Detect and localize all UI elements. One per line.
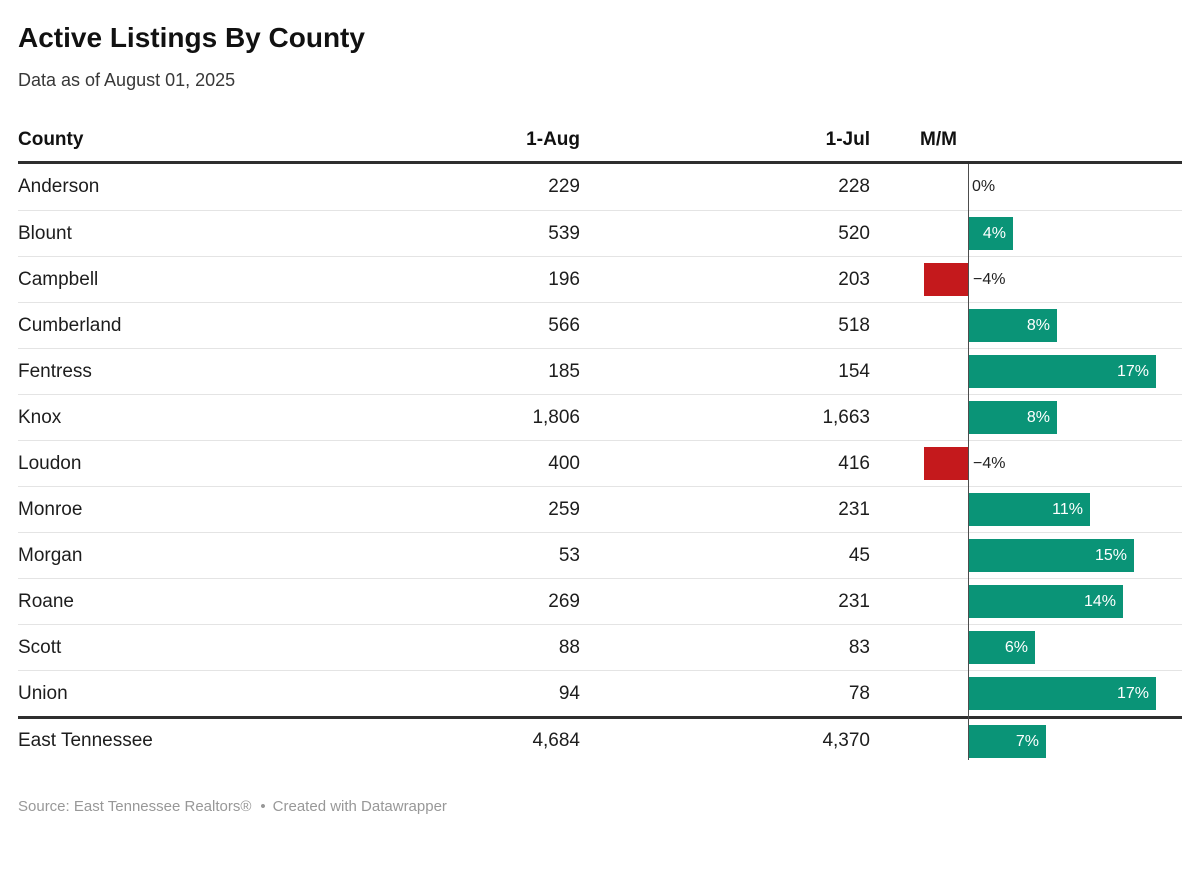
jul-cell: 520	[838, 222, 870, 244]
jul-cell: 228	[838, 176, 870, 197]
mm-bar-positive: 17%	[969, 677, 1156, 710]
mm-bar-positive: 6%	[969, 631, 1035, 664]
mm-bar-negative	[924, 447, 968, 480]
county-cell: East Tennessee	[18, 729, 153, 751]
jul-cell: 78	[848, 682, 870, 704]
mm-bar-positive: 14%	[969, 585, 1123, 618]
col-header-mm: M/M	[920, 129, 957, 150]
aug-cell: 53	[558, 544, 580, 566]
source-text: Source: East Tennessee Realtors®	[18, 798, 252, 815]
footer-separator: •	[260, 798, 266, 815]
jul-cell: 4,370	[822, 729, 870, 751]
table-header-row: County 1-Aug 1-Jul M/M	[18, 129, 1182, 164]
mm-cell: 17%	[870, 349, 1182, 394]
aug-cell: 566	[548, 314, 580, 336]
mm-axis-baseline	[968, 164, 969, 760]
mm-cell: −4%	[870, 257, 1182, 302]
aug-cell: 185	[548, 360, 580, 382]
table-row: East Tennessee 4,684 4,370 7%	[18, 716, 1182, 762]
aug-cell: 4,684	[532, 729, 580, 751]
mm-bar-label: −4%	[973, 270, 1006, 288]
mm-cell: 14%	[870, 579, 1182, 624]
table-row: Cumberland 566 518 8%	[18, 302, 1182, 348]
chart-title: Active Listings By County	[18, 22, 365, 53]
jul-cell: 231	[838, 498, 870, 520]
mm-cell: 8%	[870, 395, 1182, 440]
jul-cell: 416	[838, 452, 870, 474]
jul-cell: 231	[838, 590, 870, 612]
mm-cell: 15%	[870, 533, 1182, 578]
county-cell: Loudon	[18, 452, 82, 474]
county-cell: Knox	[18, 406, 62, 428]
mm-bar-positive: 8%	[969, 309, 1057, 342]
jul-cell: 203	[838, 268, 870, 290]
col-header-county: County	[18, 129, 84, 150]
county-cell: Cumberland	[18, 314, 122, 336]
county-cell: Roane	[18, 590, 74, 612]
county-cell: Scott	[18, 636, 62, 658]
county-cell: Campbell	[18, 268, 99, 290]
county-cell: Blount	[18, 222, 72, 244]
attribution-text: Created with Datawrapper	[272, 798, 447, 815]
mm-cell: 8%	[870, 303, 1182, 348]
mm-cell: 4%	[870, 211, 1182, 256]
table-row: Monroe 259 231 11%	[18, 486, 1182, 532]
mm-bar-positive: 7%	[969, 725, 1046, 758]
mm-cell: 6%	[870, 625, 1182, 670]
jul-cell: 83	[848, 636, 870, 658]
county-cell: Morgan	[18, 544, 83, 566]
mm-cell: 7%	[870, 719, 1182, 762]
aug-cell: 539	[548, 222, 580, 244]
mm-bar-positive: 4%	[969, 217, 1013, 250]
table-row: Roane 269 231 14%	[18, 578, 1182, 624]
table-row: Scott 88 83 6%	[18, 624, 1182, 670]
table-row: Fentress 185 154 17%	[18, 348, 1182, 394]
mm-bar-positive: 11%	[969, 493, 1090, 526]
table-row: Knox 1,806 1,663 8%	[18, 394, 1182, 440]
mm-cell: −4%	[870, 441, 1182, 486]
county-cell: Anderson	[18, 176, 100, 197]
aug-cell: 1,806	[532, 406, 580, 428]
table-row: Loudon 400 416 −4%	[18, 440, 1182, 486]
chart-subtitle: Data as of August 01, 2025	[18, 70, 236, 90]
mm-bar-label: −4%	[973, 454, 1006, 472]
mm-cell: 11%	[870, 487, 1182, 532]
county-cell: Fentress	[18, 360, 92, 382]
mm-bar-label: 0%	[972, 178, 996, 195]
mm-bar-positive: 8%	[969, 401, 1057, 434]
aug-cell: 400	[548, 452, 580, 474]
county-cell: Monroe	[18, 498, 83, 520]
footer: Source: East Tennessee Realtors® • Created…	[18, 798, 1182, 815]
table-row: Campbell 196 203 −4%	[18, 256, 1182, 302]
mm-bar-positive: 15%	[969, 539, 1134, 572]
table-row: Anderson 229 228 0%	[18, 164, 1182, 210]
mm-bar-positive: 17%	[969, 355, 1156, 388]
mm-cell: 17%	[870, 671, 1182, 716]
col-header-aug: 1-Aug	[526, 129, 580, 150]
table-row: Union 94 78 17%	[18, 670, 1182, 716]
mm-cell: 0%	[870, 164, 1182, 210]
listings-table: County 1-Aug 1-Jul M/M Anderson 229 228 …	[18, 129, 1182, 762]
aug-cell: 196	[548, 268, 580, 290]
jul-cell: 1,663	[822, 406, 870, 428]
aug-cell: 94	[558, 682, 580, 704]
table-row: Morgan 53 45 15%	[18, 532, 1182, 578]
col-header-jul: 1-Jul	[825, 129, 870, 150]
aug-cell: 259	[548, 498, 580, 520]
aug-cell: 269	[548, 590, 580, 612]
jul-cell: 154	[838, 360, 870, 382]
aug-cell: 229	[548, 176, 580, 197]
mm-bar-negative	[924, 263, 968, 296]
table-body: Anderson 229 228 0% Blount 539 520 4% Ca…	[18, 164, 1182, 762]
jul-cell: 518	[838, 314, 870, 336]
table-row: Blount 539 520 4%	[18, 210, 1182, 256]
aug-cell: 88	[558, 636, 580, 658]
county-cell: Union	[18, 682, 68, 704]
jul-cell: 45	[848, 544, 870, 566]
